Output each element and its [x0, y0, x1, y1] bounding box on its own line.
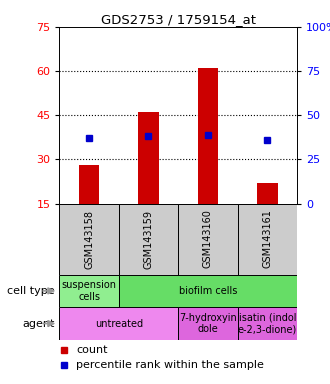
Text: GSM143158: GSM143158 [84, 210, 94, 268]
Text: suspension
cells: suspension cells [62, 280, 116, 302]
Bar [119, 204, 178, 275]
Text: untreated: untreated [95, 318, 143, 329]
Text: count: count [76, 344, 108, 354]
Text: isatin (indol
e-2,3-dione): isatin (indol e-2,3-dione) [238, 313, 297, 334]
Title: GDS2753 / 1759154_at: GDS2753 / 1759154_at [101, 13, 256, 26]
Bar [119, 275, 297, 307]
Bar [178, 204, 238, 275]
Text: 7-hydroxyin
dole: 7-hydroxyin dole [179, 313, 237, 334]
Text: cell type: cell type [7, 286, 55, 296]
Bar [238, 307, 297, 340]
Bar [178, 307, 238, 340]
Text: percentile rank within the sample: percentile rank within the sample [76, 360, 264, 370]
Bar [79, 165, 100, 204]
Bar [257, 183, 278, 204]
Bar [197, 68, 218, 204]
Text: GSM143159: GSM143159 [144, 210, 153, 268]
Text: GSM143161: GSM143161 [262, 210, 272, 268]
Text: agent: agent [22, 318, 55, 329]
Bar [59, 275, 119, 307]
Bar [238, 204, 297, 275]
Text: biofilm cells: biofilm cells [179, 286, 237, 296]
Text: GSM143160: GSM143160 [203, 210, 213, 268]
Bar [138, 112, 159, 204]
Bar [59, 307, 178, 340]
Bar [59, 204, 119, 275]
